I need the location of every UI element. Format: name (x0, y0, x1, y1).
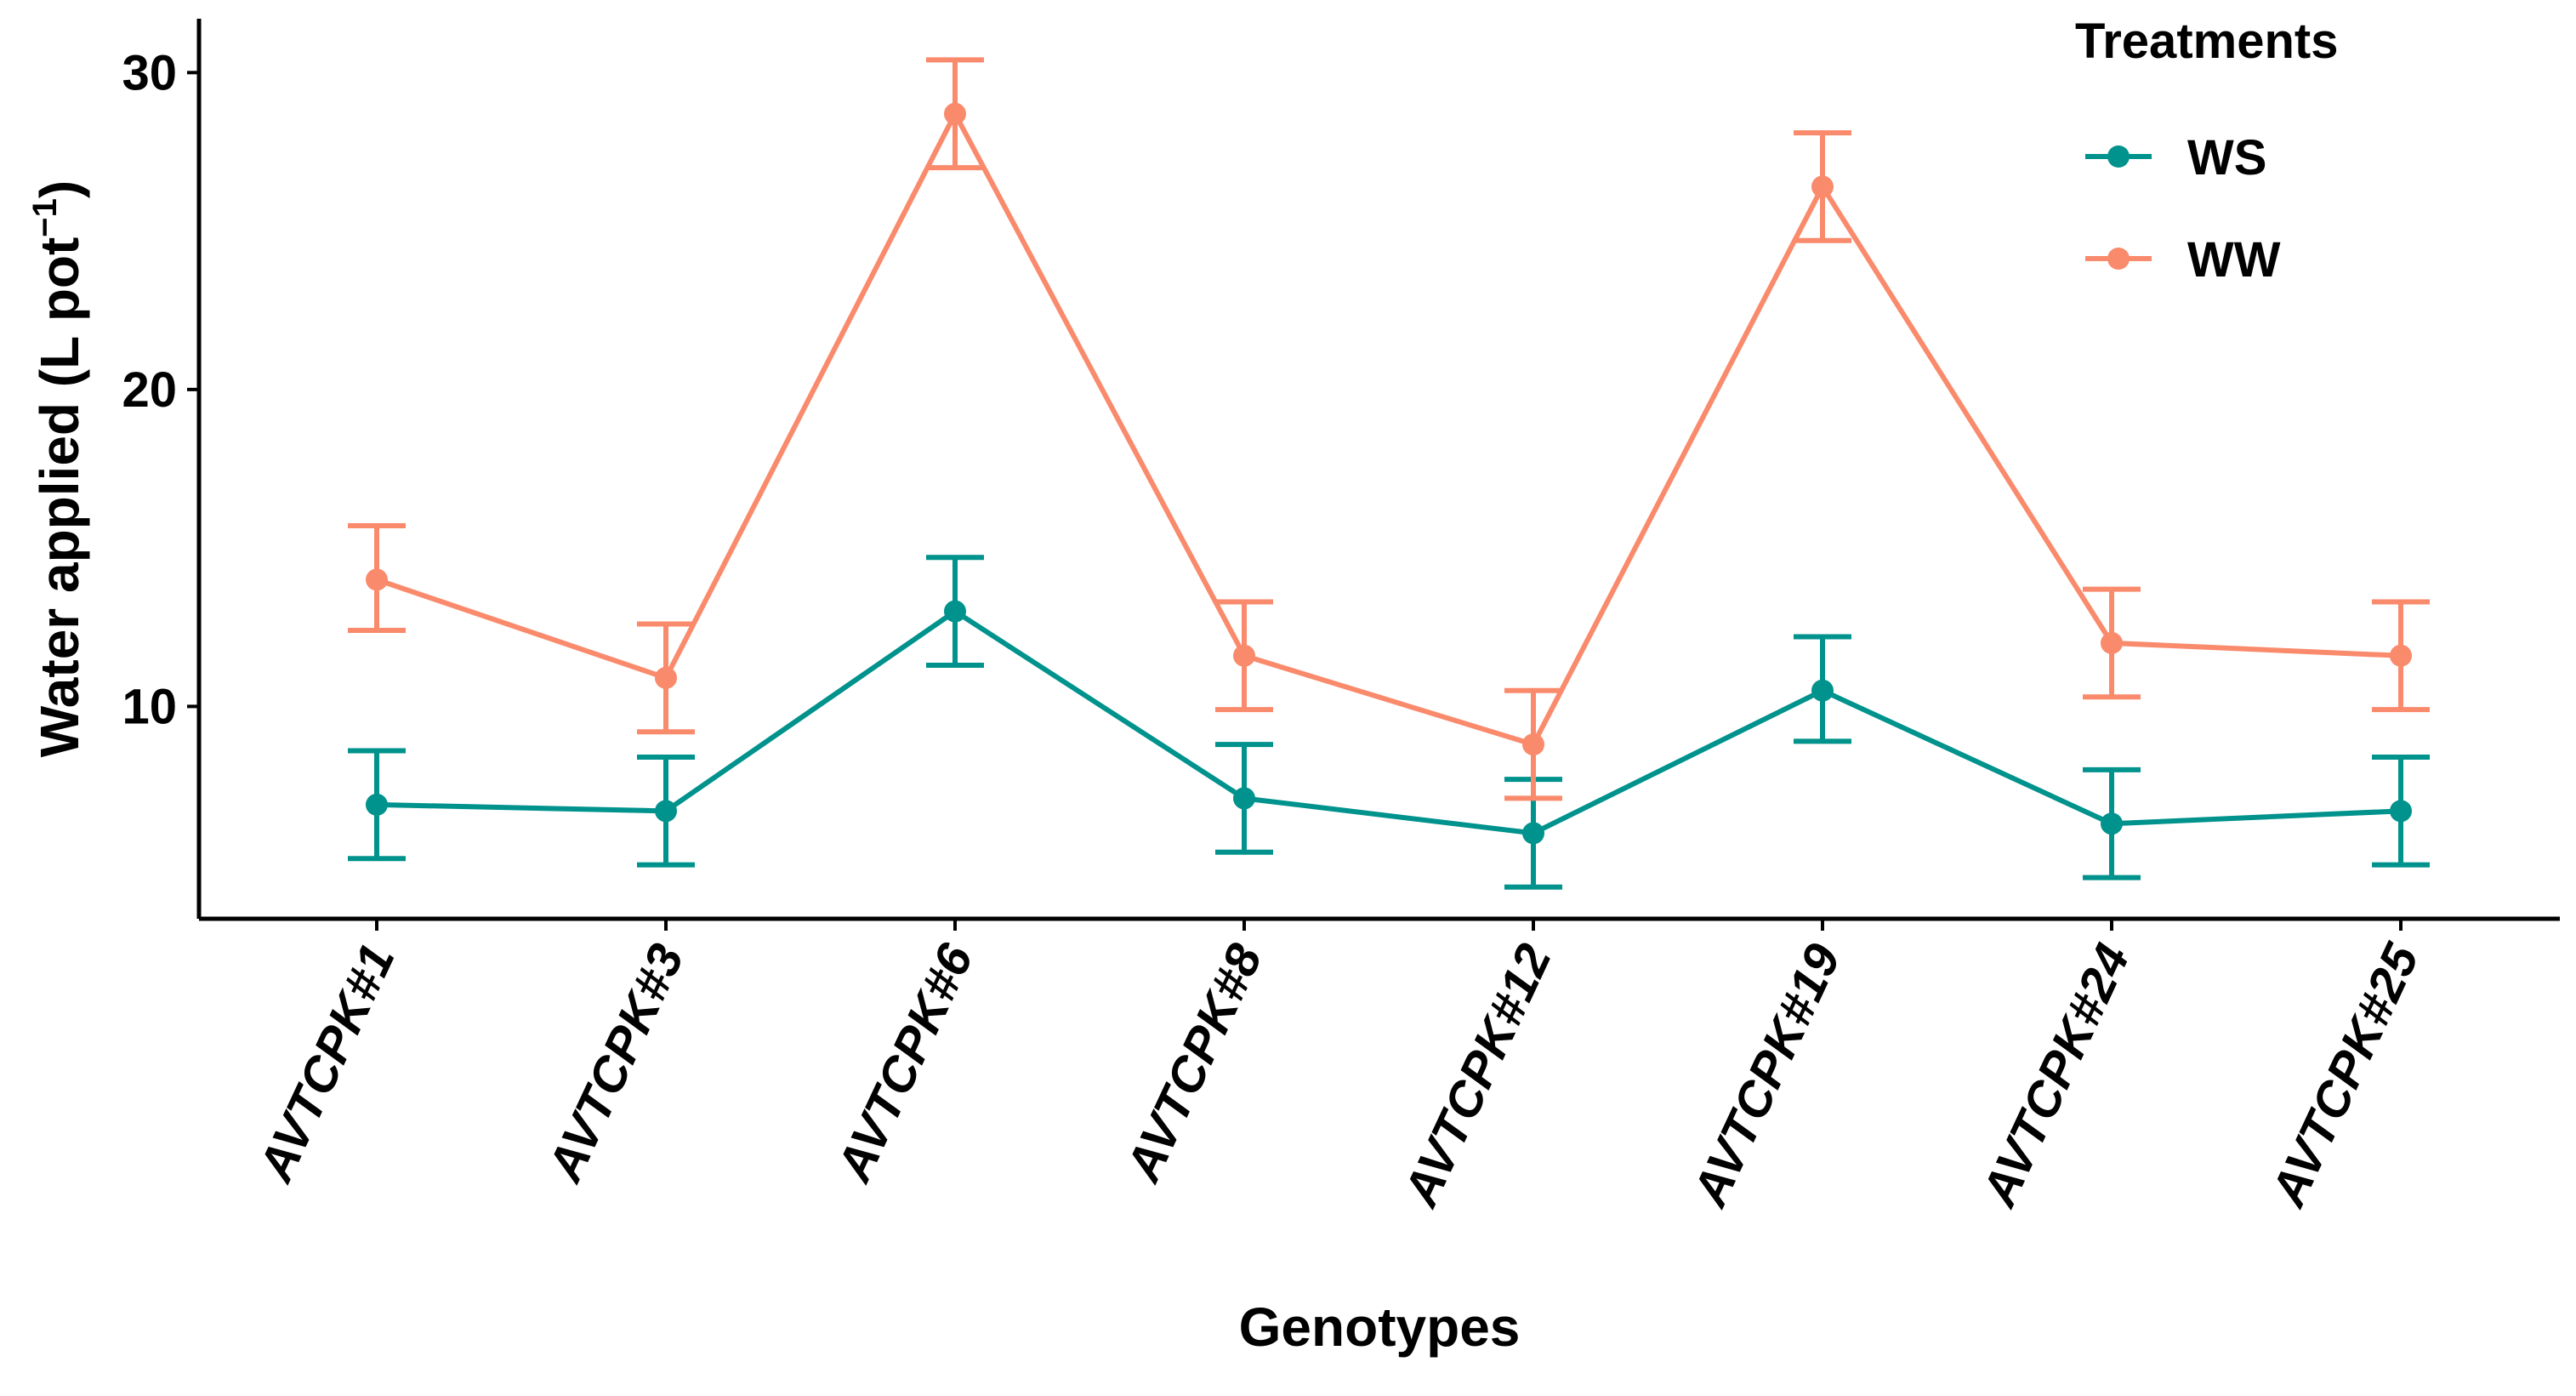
legend-key-point-ws (2107, 145, 2130, 168)
data-point-ww (944, 102, 966, 125)
legend-title: Treatments (2075, 14, 2338, 69)
legend: Treatments WS WW (2075, 14, 2338, 288)
y-axis-title-superscript: −1 (26, 198, 64, 237)
x-tick-label: AVTCPK#1 (247, 936, 406, 1191)
data-point-ws (944, 600, 966, 623)
series-line-ww (376, 108, 2402, 748)
data-point-ws (1522, 822, 1544, 845)
data-point-ww (2390, 644, 2412, 667)
plot-area (348, 57, 2430, 890)
y-tick-label: 30 (122, 45, 177, 100)
x-tick-label: AVTCPK#3 (537, 936, 695, 1191)
data-point-ww (1811, 175, 1834, 198)
x-tick-label: AVTCPK#24 (1970, 936, 2141, 1216)
x-tick-label: AVTCPK#25 (2260, 935, 2430, 1216)
y-axis-title-main: Water applied (L pot (29, 237, 90, 758)
x-tick-label: AVTCPK#19 (1681, 936, 1851, 1216)
data-point-ws (1233, 787, 1255, 810)
data-point-ws (2390, 800, 2412, 823)
series-ww (348, 57, 2430, 801)
y-tick-label: 20 (122, 362, 177, 418)
data-point-ws (655, 800, 677, 823)
x-axis-title: Genotypes (1239, 1296, 1521, 1358)
y-axis-title: Water applied (L pot−1) (26, 180, 90, 757)
y-tick-label: 10 (122, 679, 177, 734)
x-tick-label: AVTCPK#8 (1115, 935, 1273, 1191)
data-point-ww (655, 666, 677, 689)
series-line-ws (376, 608, 2402, 836)
legend-label-ww: WW (2187, 232, 2281, 288)
axis-ticks: 10 20 30 AVTCPK#1 AVTCPK#3 AVTCPK#6 AVTCPK#8 AV… (122, 45, 2430, 1216)
data-point-ws (366, 793, 388, 816)
x-tick-label: AVTCPK#6 (826, 935, 984, 1191)
series-ws (348, 555, 2430, 890)
data-point-ww (1233, 644, 1255, 667)
data-point-ww (1522, 733, 1544, 756)
data-point-ww (2101, 631, 2123, 654)
data-point-ww (366, 568, 388, 591)
x-tick-label: AVTCPK#12 (1392, 936, 1562, 1216)
legend-label-ws: WS (2187, 130, 2266, 185)
data-point-ws (2101, 812, 2123, 835)
y-axis-title-close: ) (29, 180, 90, 198)
axes (196, 19, 2560, 921)
legend-key-point-ww (2107, 248, 2130, 270)
data-point-ws (1811, 679, 1834, 702)
